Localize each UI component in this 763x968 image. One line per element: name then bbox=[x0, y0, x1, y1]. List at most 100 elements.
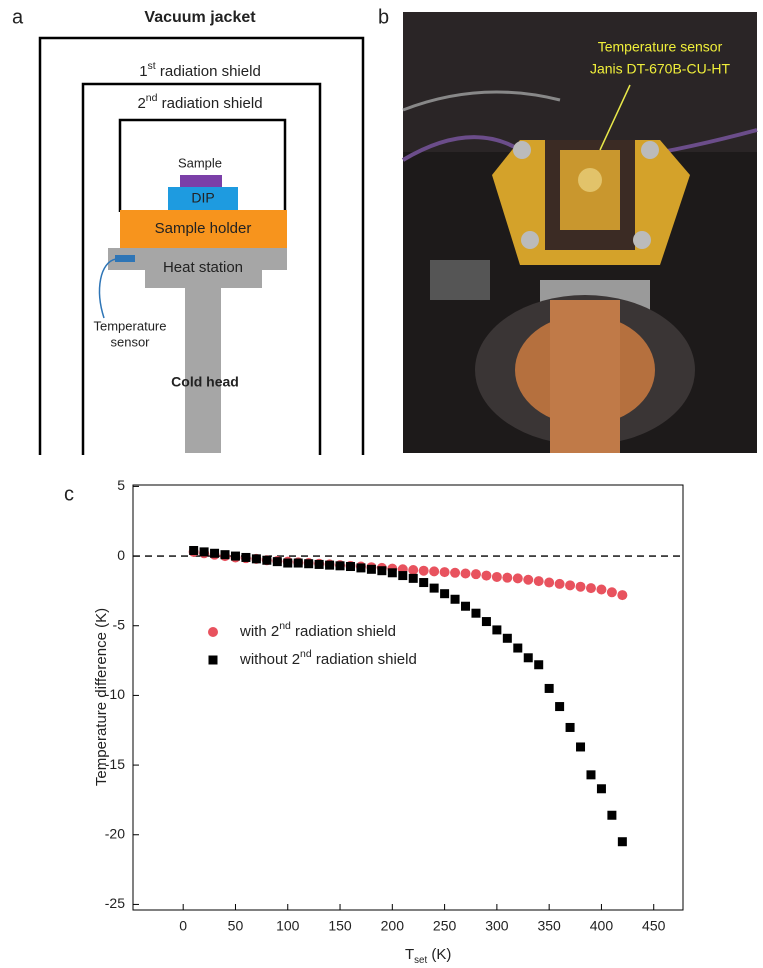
sensor-block bbox=[115, 255, 135, 262]
point bbox=[304, 559, 314, 569]
sample-label: Sample bbox=[178, 155, 222, 170]
point bbox=[596, 784, 606, 794]
point bbox=[575, 581, 586, 592]
cold-head-label: Cold head bbox=[171, 374, 239, 390]
point bbox=[617, 590, 628, 601]
point bbox=[565, 722, 575, 732]
point bbox=[523, 574, 534, 585]
point bbox=[585, 583, 596, 594]
point bbox=[554, 578, 565, 589]
point bbox=[429, 583, 439, 593]
x-tick-label: 350 bbox=[537, 918, 561, 934]
point bbox=[293, 558, 303, 568]
vacuum-jacket-label: Vacuum jacket bbox=[144, 9, 256, 26]
point bbox=[534, 660, 544, 670]
sample-holder-label: Sample holder bbox=[155, 220, 252, 237]
point bbox=[283, 558, 293, 568]
point bbox=[513, 643, 523, 653]
point bbox=[199, 547, 209, 557]
point bbox=[418, 565, 429, 576]
x-tick-label: 400 bbox=[590, 918, 614, 934]
y-tick-label: 5 bbox=[117, 477, 125, 493]
x-tick-label: 100 bbox=[276, 918, 300, 934]
y-tick-label: -10 bbox=[105, 686, 125, 702]
panel-label: c bbox=[64, 483, 74, 505]
point bbox=[345, 562, 355, 572]
cold-head-block bbox=[185, 288, 221, 453]
point bbox=[398, 571, 408, 581]
point bbox=[523, 653, 533, 663]
point bbox=[565, 580, 576, 591]
point bbox=[251, 554, 261, 564]
point bbox=[586, 770, 596, 780]
first-shield-label: 1st radiation shield bbox=[139, 60, 261, 80]
point bbox=[533, 576, 544, 587]
point bbox=[210, 548, 220, 558]
point bbox=[544, 577, 555, 588]
point bbox=[189, 545, 199, 555]
point bbox=[491, 571, 502, 582]
point bbox=[220, 550, 230, 560]
point bbox=[429, 566, 440, 577]
point bbox=[450, 594, 460, 604]
second-shield-label: 2nd radiation shield bbox=[137, 92, 262, 112]
point bbox=[439, 567, 450, 578]
point bbox=[272, 557, 282, 567]
x-axis-label: Tset (K) bbox=[405, 946, 451, 966]
x-axis-label-part: T bbox=[405, 946, 414, 963]
point bbox=[606, 587, 617, 598]
point bbox=[366, 564, 376, 574]
x-tick-label: 150 bbox=[328, 918, 352, 934]
photo bbox=[401, 12, 758, 453]
point bbox=[512, 573, 523, 584]
point bbox=[555, 702, 565, 712]
y-tick-label: 0 bbox=[117, 547, 125, 563]
y-axis-label: Temperature difference (K) bbox=[93, 608, 110, 786]
point bbox=[502, 633, 512, 643]
point bbox=[471, 608, 481, 618]
x-tick-label: 0 bbox=[179, 918, 187, 934]
second-shield-outline bbox=[118, 118, 287, 212]
x-tick-label: 50 bbox=[228, 918, 244, 934]
point bbox=[440, 589, 450, 599]
dip-block bbox=[168, 187, 238, 210]
point bbox=[241, 552, 251, 562]
heat-station-block bbox=[108, 248, 287, 270]
sensor-label: sensor bbox=[110, 334, 150, 349]
sample-holder-block bbox=[120, 210, 287, 248]
point bbox=[408, 565, 419, 575]
legend-label: with 2nd radiation shield bbox=[239, 620, 396, 640]
point bbox=[481, 570, 492, 581]
point bbox=[408, 573, 418, 583]
panel-label: a bbox=[12, 6, 24, 28]
panel-label: b bbox=[378, 6, 389, 28]
point bbox=[492, 625, 502, 635]
photo-annotation: Temperature sensor bbox=[598, 39, 723, 55]
point bbox=[450, 567, 461, 578]
point bbox=[419, 578, 429, 588]
point bbox=[460, 568, 471, 579]
point bbox=[325, 560, 335, 570]
point bbox=[377, 566, 387, 576]
point bbox=[544, 683, 554, 693]
x-tick-label: 200 bbox=[381, 918, 405, 934]
diagram bbox=[38, 36, 365, 455]
x-tick-label: 250 bbox=[433, 918, 457, 934]
point bbox=[335, 561, 345, 571]
legend-label: without 2nd radiation shield bbox=[239, 648, 417, 668]
point bbox=[262, 555, 272, 565]
sensor-wire bbox=[98, 258, 117, 319]
heat-station-label: Heat station bbox=[163, 259, 243, 276]
point bbox=[607, 810, 617, 820]
y-tick-label: -25 bbox=[105, 895, 125, 911]
y-tick-label: -5 bbox=[113, 616, 126, 632]
x-tick-label: 450 bbox=[642, 918, 666, 934]
photo-annotation: Janis DT-670B-CU-HT bbox=[590, 61, 730, 77]
point bbox=[230, 551, 240, 561]
dip-label: DIP bbox=[191, 190, 214, 206]
vacuum-jacket-outline bbox=[38, 36, 365, 455]
point bbox=[617, 837, 627, 847]
point bbox=[387, 568, 397, 578]
point bbox=[314, 559, 324, 569]
